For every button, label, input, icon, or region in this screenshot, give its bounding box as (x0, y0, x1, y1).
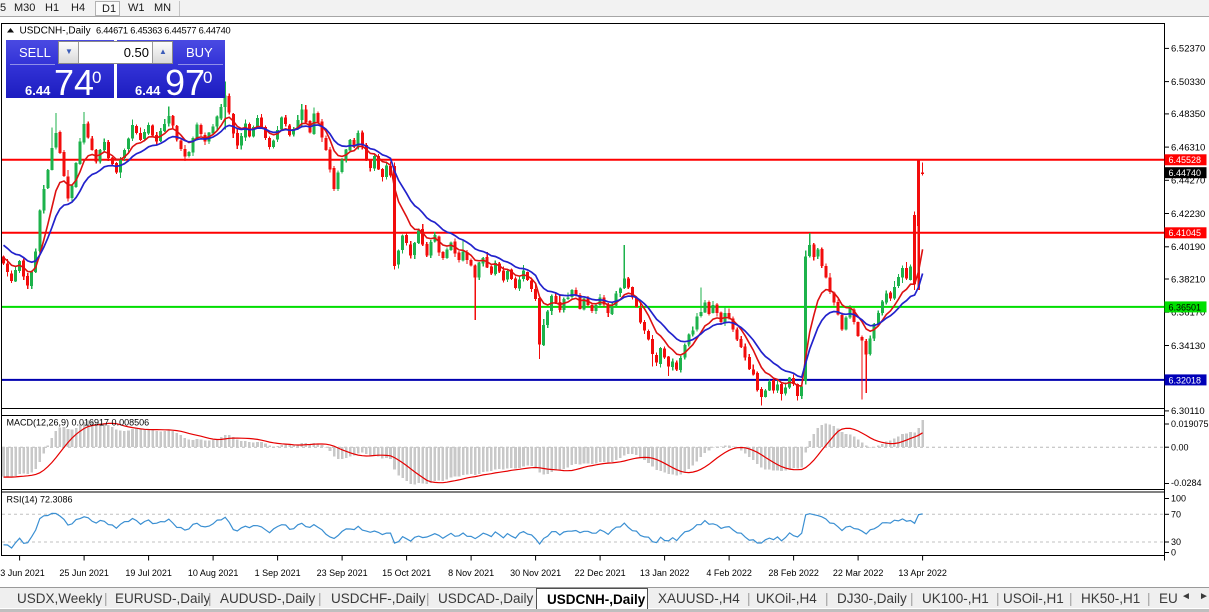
svg-text:6.38210: 6.38210 (1171, 274, 1205, 285)
svg-text:6.30110: 6.30110 (1171, 406, 1205, 417)
svg-text:6.50330: 6.50330 (1171, 77, 1205, 88)
svg-text:6.40190: 6.40190 (1171, 242, 1205, 253)
svg-text:23 Sep 2021: 23 Sep 2021 (317, 568, 368, 578)
svg-text:6.42230: 6.42230 (1171, 209, 1205, 220)
svg-text:0: 0 (1171, 548, 1176, 558)
svg-text:30 Nov 2021: 30 Nov 2021 (510, 568, 561, 578)
svg-text:0.00: 0.00 (1171, 442, 1189, 452)
svg-text:USDCNH-,Daily: USDCNH-,Daily (20, 26, 91, 37)
svg-text:6.44270: 6.44270 (1171, 176, 1205, 187)
svg-text:6.52370: 6.52370 (1171, 44, 1205, 55)
svg-text:0.019075: 0.019075 (1171, 419, 1209, 429)
svg-text:22 Mar 2022: 22 Mar 2022 (833, 568, 884, 578)
svg-text:6.36501: 6.36501 (1169, 302, 1202, 312)
svg-text:19 Jul 2021: 19 Jul 2021 (125, 568, 172, 578)
svg-text:6.32018: 6.32018 (1169, 375, 1202, 385)
svg-text:15 Oct 2021: 15 Oct 2021 (382, 568, 431, 578)
svg-text:13 Jan 2022: 13 Jan 2022 (640, 568, 690, 578)
svg-text:28 Feb 2022: 28 Feb 2022 (768, 568, 819, 578)
svg-text:3 Jun 2021: 3 Jun 2021 (0, 568, 45, 578)
svg-text:6.44740: 6.44740 (1169, 168, 1202, 178)
svg-text:6.48350: 6.48350 (1171, 109, 1205, 120)
svg-text:6.45528: 6.45528 (1169, 155, 1202, 165)
svg-text:22 Dec 2021: 22 Dec 2021 (575, 568, 626, 578)
svg-text:4 Feb 2022: 4 Feb 2022 (706, 568, 752, 578)
svg-text:13 Apr 2022: 13 Apr 2022 (898, 568, 947, 578)
svg-text:RSI(14) 72.3086: RSI(14) 72.3086 (7, 495, 73, 505)
svg-text:30: 30 (1171, 537, 1181, 547)
svg-text:6.34130: 6.34130 (1171, 341, 1205, 352)
svg-text:6.44671 6.45363 6.44577 6.4474: 6.44671 6.45363 6.44577 6.44740 (96, 26, 231, 36)
svg-text:70: 70 (1171, 510, 1181, 520)
svg-text:6.46310: 6.46310 (1171, 142, 1205, 153)
svg-text:100: 100 (1171, 494, 1186, 504)
svg-text:6.41045: 6.41045 (1169, 228, 1202, 238)
svg-text:10 Aug 2021: 10 Aug 2021 (188, 568, 239, 578)
svg-text:1 Sep 2021: 1 Sep 2021 (255, 568, 301, 578)
svg-text:-0.0284: -0.0284 (1171, 478, 1202, 488)
svg-text:MACD(12,26,9) 0.016917 0.00850: MACD(12,26,9) 0.016917 0.008506 (7, 418, 150, 428)
svg-text:8 Nov 2021: 8 Nov 2021 (448, 568, 494, 578)
svg-text:6.36170: 6.36170 (1171, 308, 1205, 319)
svg-text:25 Jun 2021: 25 Jun 2021 (59, 568, 109, 578)
